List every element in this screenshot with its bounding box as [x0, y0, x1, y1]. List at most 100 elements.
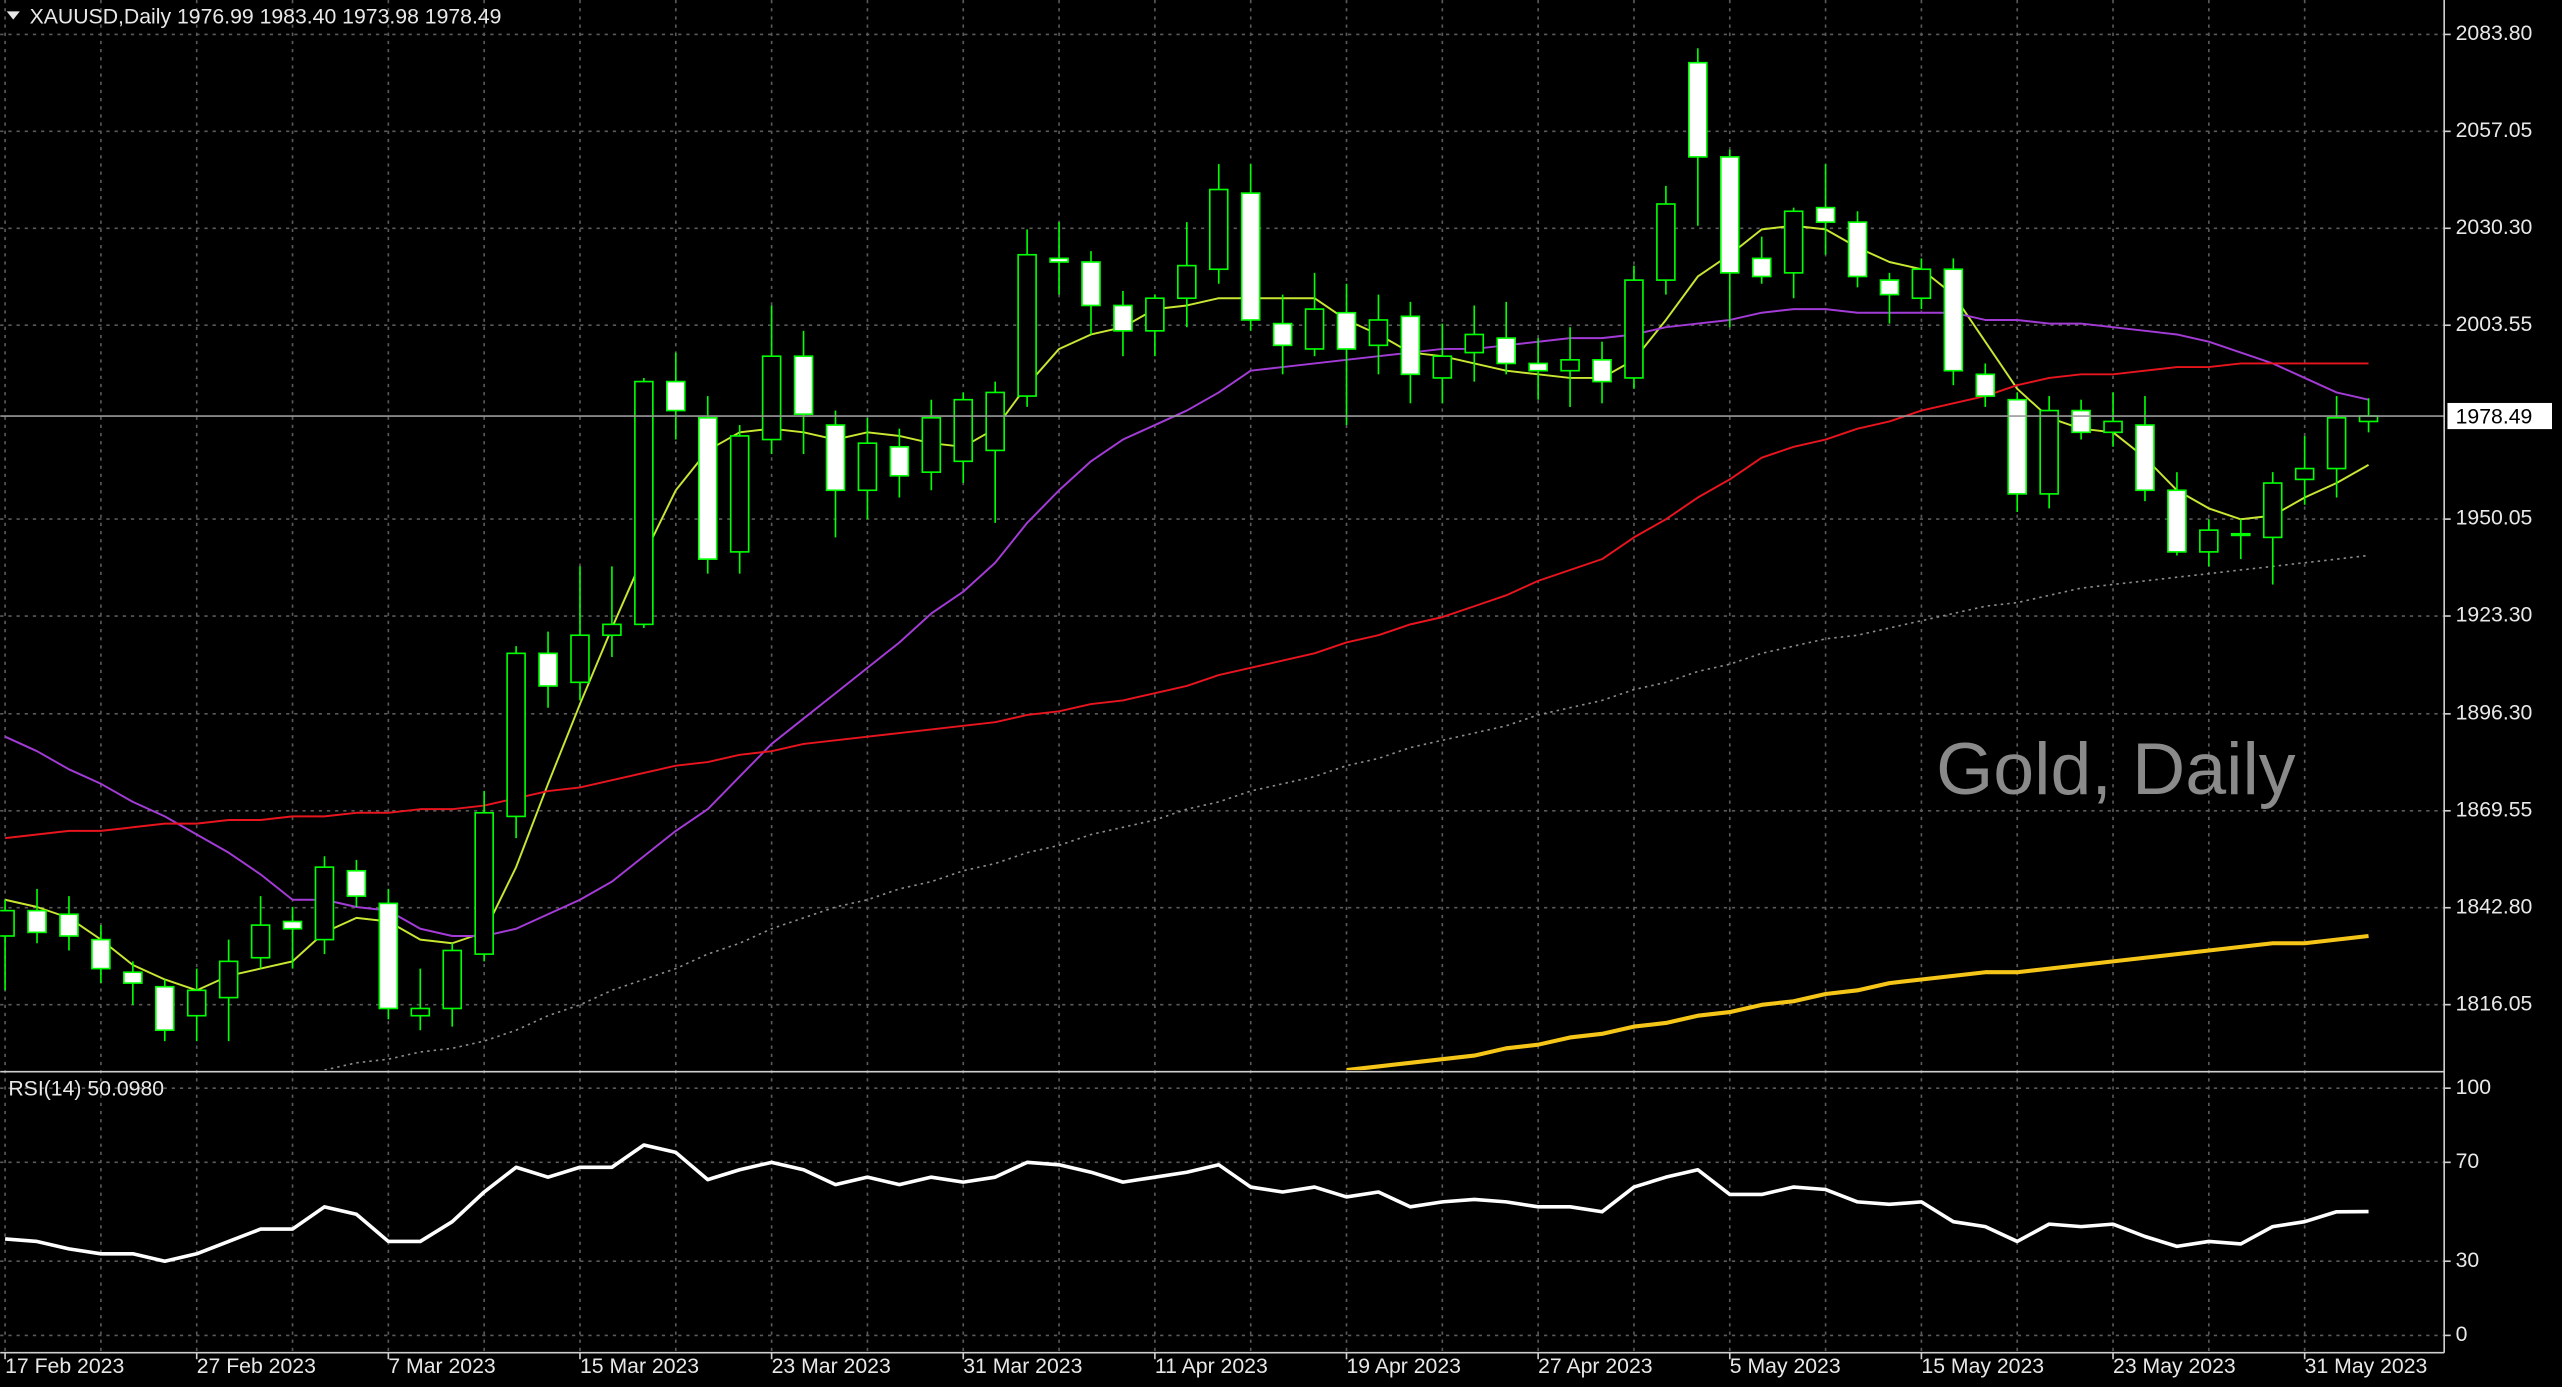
x-tick-label: 7 Mar 2023 [388, 1355, 495, 1378]
candle-body [1975, 373, 1996, 397]
x-tick-label: 19 Apr 2023 [1347, 1355, 1461, 1378]
indicator-line [1346, 933, 2369, 1071]
candle-body [729, 435, 750, 553]
candle-body [282, 920, 303, 930]
candle-body [154, 985, 175, 1032]
candle-body [1783, 210, 1804, 274]
candle-body [378, 902, 399, 1010]
candle-body [59, 913, 79, 937]
candle-body [1751, 257, 1772, 278]
candle-body [1847, 221, 1868, 278]
candle-body [218, 960, 239, 999]
candle-body [1145, 297, 1165, 332]
candle-body [2262, 482, 2283, 539]
candle-body [1911, 268, 1932, 300]
candle-body [2103, 420, 2123, 434]
candle-body [2135, 424, 2155, 492]
candle-body [697, 416, 718, 560]
candle-body [186, 989, 207, 1017]
y-tick-label: 2083.80 [2456, 22, 2533, 45]
candle-body [506, 652, 526, 818]
candle-body [91, 938, 111, 970]
current-price-box [2447, 402, 2553, 430]
candle-body [1400, 315, 1421, 376]
y-tick-label: 0 [2456, 1323, 2468, 1346]
candle-body [1815, 206, 1836, 223]
y-tick-label: 2003.55 [2456, 313, 2533, 336]
candle-body [2071, 409, 2091, 434]
axis-layer: 2083.80 2057.05 2030.30 2003.55 1950.05 1923.… [4, 22, 2553, 1378]
current-price-label: 1978.49 [2456, 405, 2533, 428]
indicator-line [324, 554, 2369, 1071]
candle-body [1113, 304, 1133, 332]
grid-layer [0, 0, 2445, 1353]
chart-header: XAUUSD,Daily 1976.99 1983.40 1973.98 197… [30, 6, 502, 29]
x-tick-label: 5 May 2023 [1730, 1355, 1841, 1378]
y-tick-label: 100 [2456, 1076, 2491, 1099]
watermark: Gold, Daily [1936, 727, 2296, 810]
candle-body [1208, 188, 1229, 271]
candle-body [1336, 311, 1357, 350]
y-tick-label: 1842.80 [2456, 895, 2533, 918]
candle-body [250, 924, 271, 959]
candle-body [0, 909, 15, 937]
candle-body [985, 391, 1005, 452]
candle-body [1943, 268, 1964, 372]
x-tick-label: 15 May 2023 [1921, 1355, 2044, 1378]
y-tick-label: 1896.30 [2456, 701, 2533, 724]
candle-body [1049, 257, 1069, 263]
candle-body [1719, 156, 1740, 274]
candle-body [921, 416, 942, 473]
candle-body [2326, 416, 2347, 470]
indicator-line [4, 1143, 2369, 1264]
candle-body [825, 424, 846, 492]
y-tick-label: 30 [2456, 1249, 2480, 1272]
x-tick-label: 17 Feb 2023 [5, 1355, 124, 1378]
candle-body [346, 869, 367, 897]
x-tick-label: 11 Apr 2023 [1155, 1355, 1268, 1378]
candle-body [123, 971, 143, 984]
x-tick-label: 23 Mar 2023 [772, 1355, 891, 1378]
x-tick-label: 31 May 2023 [2305, 1355, 2428, 1378]
candle-body [2167, 489, 2187, 553]
candle-body [761, 355, 782, 441]
y-tick-label: 70 [2456, 1150, 2480, 1173]
candle-body [953, 398, 974, 463]
y-tick-label: 1950.05 [2456, 507, 2533, 530]
candle-body [1240, 192, 1261, 321]
candle-body [2007, 398, 2028, 495]
candle-body [1592, 359, 1612, 383]
candle-body [2230, 532, 2251, 537]
candle-body [538, 652, 558, 687]
rsi-header: RSI(14) 50.0980 [8, 1077, 164, 1100]
candle-body [1368, 319, 1389, 347]
candle-body [1656, 203, 1676, 281]
candle-body [1177, 264, 1197, 300]
indicator-line [4, 362, 2369, 840]
candle-body [1688, 61, 1708, 158]
candle-body [2294, 467, 2315, 481]
x-tick-label: 27 Feb 2023 [197, 1355, 316, 1378]
y-tick-label: 1869.55 [2456, 798, 2533, 821]
rsi-panel [4, 1143, 2369, 1264]
candle-body [1304, 308, 1325, 350]
candle-body [1017, 253, 1037, 397]
candle-body [1272, 322, 1293, 347]
candle-body [442, 949, 463, 1010]
x-tick-label: 31 Mar 2023 [963, 1355, 1082, 1378]
candle-body [1560, 359, 1580, 372]
candle-body [1432, 355, 1453, 379]
symbol-menu-arrow[interactable] [6, 11, 20, 20]
x-tick-label: 15 Mar 2023 [580, 1355, 699, 1378]
candle-body [665, 380, 686, 412]
candle-body [1081, 261, 1101, 307]
candle-body [410, 1007, 431, 1017]
candle-body [1496, 337, 1517, 365]
candle-body [1624, 279, 1644, 379]
candle-body [314, 866, 335, 941]
x-tick-label: 23 May 2023 [2113, 1355, 2236, 1378]
candle-body [634, 380, 654, 626]
